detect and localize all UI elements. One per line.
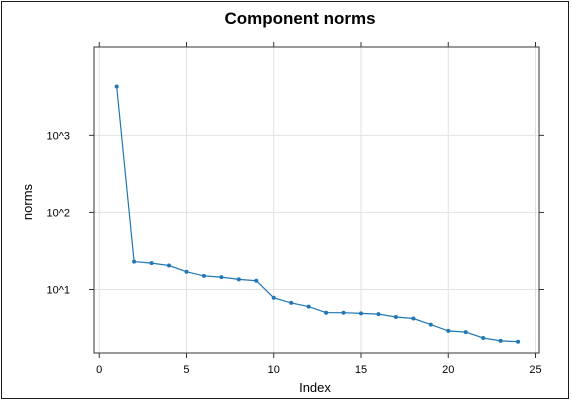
axes: 0 5 10 15 20 25 10^3 10^2 10^1: [46, 42, 544, 376]
data-point: [481, 336, 486, 340]
x-tick-label: 0: [96, 364, 102, 376]
data-point: [411, 316, 416, 321]
series-layer: [114, 84, 521, 344]
y-tick-label: 10^2: [46, 207, 70, 219]
data-point: [463, 330, 468, 335]
data-point: [184, 269, 189, 274]
data-point: [149, 261, 154, 266]
x-tick-label: 10: [268, 364, 280, 376]
data-point: [516, 339, 521, 344]
x-axis-label: Index: [299, 380, 331, 395]
data-point: [167, 263, 171, 268]
data-point: [498, 338, 503, 343]
x-tick-label: 15: [355, 364, 367, 376]
data-point: [201, 273, 206, 278]
data-point: [271, 295, 276, 300]
data-point: [341, 310, 346, 315]
x-tick-label: 5: [183, 364, 189, 376]
grid: [94, 47, 539, 353]
plot-area: [93, 46, 540, 354]
data-point: [446, 328, 451, 333]
data-point: [324, 310, 329, 315]
data-point: [428, 322, 433, 327]
chart-svg: Component norms 0 5 10 15 20 25 10^3 10^2 10^1 I…: [20, 9, 544, 395]
x-tick-label: 25: [529, 364, 541, 376]
data-point: [236, 277, 241, 282]
data-point: [306, 304, 311, 309]
chart-title: Component norms: [224, 9, 375, 28]
y-tick-label: 10^1: [46, 284, 70, 296]
x-tick-label: 20: [442, 364, 454, 376]
data-point: [359, 311, 363, 316]
data-point: [289, 300, 294, 305]
data-point: [132, 259, 137, 264]
series-line: [116, 86, 519, 343]
data-point: [219, 275, 224, 280]
data-point: [114, 84, 119, 89]
data-point: [376, 312, 381, 317]
data-point: [393, 315, 398, 319]
data-point: [254, 278, 259, 283]
y-tick-label: 10^3: [46, 130, 70, 142]
y-axis-label: norms: [20, 183, 35, 220]
